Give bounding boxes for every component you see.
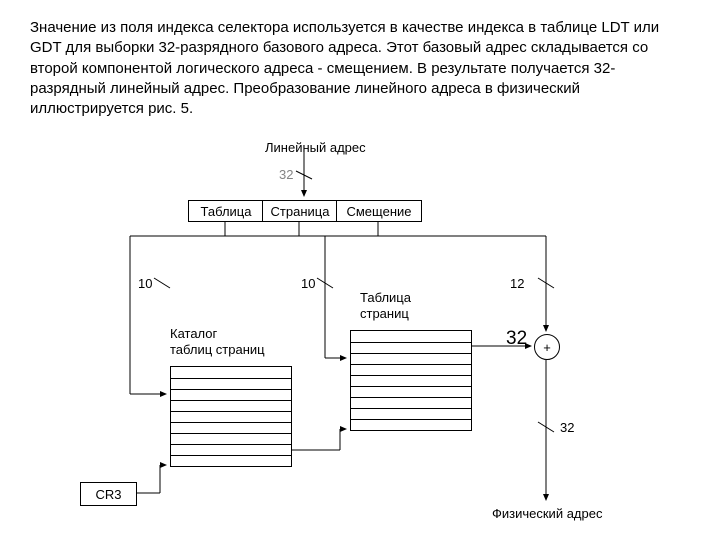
description-paragraph: Значение из поля индекса селектора испол…	[30, 18, 690, 119]
connectors-svg	[0, 130, 720, 540]
paging-diagram: Линейный адрес 32 Таблица Страница Смеще…	[0, 130, 720, 540]
